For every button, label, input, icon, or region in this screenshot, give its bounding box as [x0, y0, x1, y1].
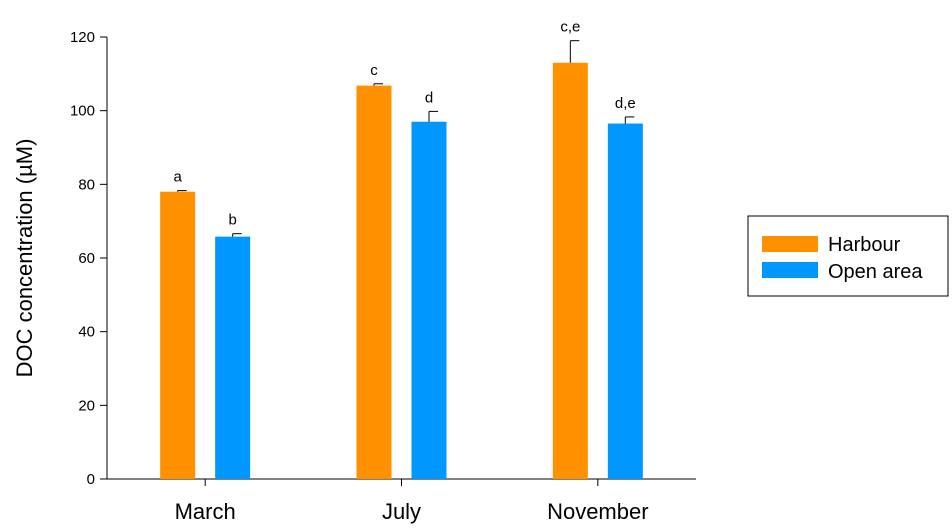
y-axis-label: DOC concentration (µM): [12, 139, 37, 378]
data-label: d: [425, 89, 433, 106]
x-tick-label: March: [175, 499, 236, 524]
data-label: a: [173, 169, 182, 186]
x-tick-label: November: [547, 499, 648, 524]
bar: [607, 123, 643, 479]
x-tick-label: July: [382, 499, 421, 524]
bar: [552, 62, 588, 480]
legend: Harbour Open area: [747, 215, 949, 297]
y-tick-label: 60: [78, 250, 95, 267]
y-tick-label: 80: [78, 176, 95, 193]
bar: [411, 121, 447, 479]
data-label: d,e: [615, 95, 636, 112]
legend-label-harbour: Harbour: [828, 234, 901, 256]
bar: [160, 191, 196, 479]
y-tick-label: 120: [70, 29, 95, 46]
bar: [215, 236, 251, 479]
bar: [356, 85, 392, 480]
y-tick-label: 100: [70, 103, 95, 120]
y-tick-label: 40: [78, 324, 95, 341]
data-label: c: [370, 62, 378, 79]
plot-area: 0 20 40 60 80 100 120 March a b July c d November c,e d…: [70, 19, 696, 524]
legend-swatch-open-area: [762, 262, 818, 278]
legend-swatch-harbour: [762, 236, 818, 252]
legend-label-open-area: Open area: [828, 261, 923, 283]
data-label: c,e: [560, 19, 580, 36]
data-label: b: [228, 212, 236, 229]
y-tick-label: 20: [78, 397, 95, 414]
y-tick-label: 0: [87, 471, 95, 488]
legend-box: [747, 215, 949, 297]
